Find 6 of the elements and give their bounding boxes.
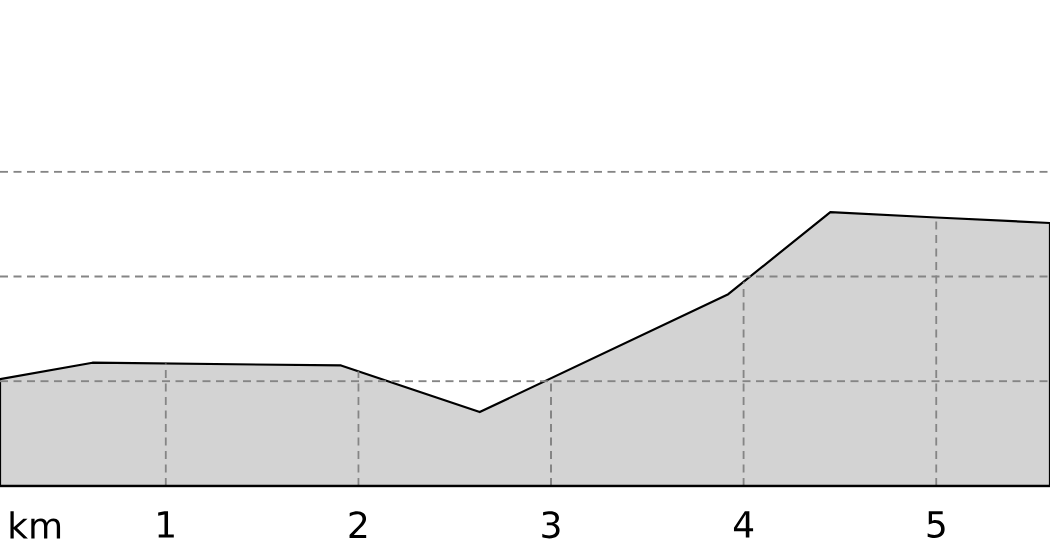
x-tick-label: 2 [349,511,367,538]
x-tick-label: 3 [542,511,560,539]
x-tick-label: 5 [927,511,945,538]
x-tick-label: 4 [733,511,754,538]
x-axis-title: km [10,511,61,539]
x-tick-label: 1 [158,511,174,538]
